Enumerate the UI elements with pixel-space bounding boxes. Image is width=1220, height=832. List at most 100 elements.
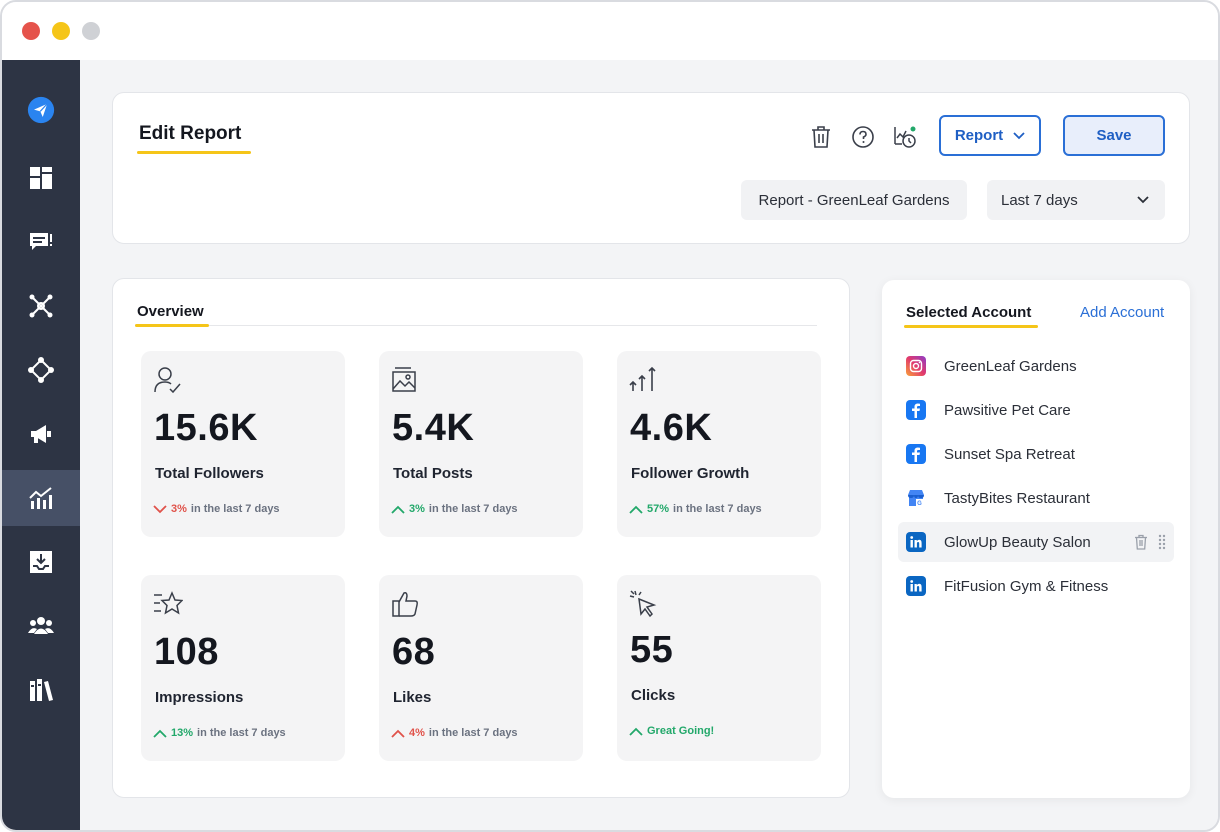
delete-report-button[interactable]: [807, 123, 835, 151]
schedule-chart-icon: [894, 126, 916, 148]
account-name: FitFusion Gym & Fitness: [944, 577, 1109, 595]
date-range-select[interactable]: Last 7 days: [987, 180, 1165, 220]
stat-change-percent: 3%: [409, 503, 425, 515]
stat-label: Follower Growth: [631, 465, 750, 482]
stat-change-percent: 57%: [647, 503, 670, 515]
account-name: TastyBites Restaurant: [944, 489, 1090, 507]
team-icon: [28, 617, 54, 634]
linkedin-icon: [906, 576, 926, 596]
trash-icon: [812, 126, 830, 148]
thumbs-up-icon: [392, 592, 418, 617]
close-window-button[interactable]: [22, 22, 40, 40]
stat-change-suffix: in the last 7 days: [673, 503, 762, 515]
title-bar: [2, 2, 1218, 60]
sidebar-item-network[interactable]: [2, 278, 80, 334]
stat-change: 4% in the last 7 days: [391, 727, 518, 739]
arrow-down-icon: [391, 729, 405, 738]
account-item[interactable]: Pawsitive Pet Care: [898, 390, 1174, 430]
cursor-click-icon: [629, 590, 657, 618]
image-icon: [392, 367, 416, 392]
linkedin-icon: [906, 532, 926, 552]
report-header: Edit Report: [112, 92, 1190, 244]
sidebar: [2, 60, 80, 830]
stat-change-message: Great Going!: [647, 725, 715, 737]
facebook-icon: [906, 444, 926, 464]
stat-card-growth: 4.6K Follower Growth 57% in the last 7 d…: [617, 351, 821, 537]
maximize-window-button[interactable]: [82, 22, 100, 40]
sidebar-item-team[interactable]: [2, 598, 80, 654]
stat-change: Great Going!: [629, 725, 714, 737]
sidebar-item-messages[interactable]: [2, 214, 80, 270]
account-item[interactable]: G TastyBites Restaurant: [898, 478, 1174, 518]
account-item[interactable]: GreenLeaf Gardens: [898, 346, 1174, 386]
stat-change-suffix: in the last 7 days: [428, 503, 518, 515]
account-actions: [1134, 534, 1166, 550]
sidebar-item-campaigns[interactable]: [2, 406, 80, 462]
add-account-link[interactable]: Add Account: [1080, 304, 1165, 321]
title-underline: [137, 151, 251, 154]
workflow-icon: [28, 357, 54, 383]
stat-change-percent: 3%: [171, 503, 187, 515]
download-icon: [30, 551, 52, 573]
stat-card-posts: 5.4K Total Posts 3% in the last 7 days: [379, 351, 583, 537]
trash-icon[interactable]: [1134, 534, 1148, 550]
main-content: Edit Report: [80, 60, 1218, 830]
stat-change-percent: 13%: [171, 727, 194, 739]
instagram-icon: [906, 356, 926, 376]
stat-change-suffix: in the last 7 days: [197, 727, 286, 739]
stat-change-suffix: in the last 7 days: [428, 727, 518, 739]
overview-panel: Overview 15.6K Total Followers 3% in the…: [112, 278, 850, 798]
arrow-up-icon: [629, 505, 643, 514]
account-name: GreenLeaf Gardens: [944, 357, 1077, 375]
arrow-up-icon: [153, 729, 167, 738]
help-icon: [852, 126, 874, 148]
account-item[interactable]: Sunset Spa Retreat: [898, 434, 1174, 474]
stat-value: 68: [392, 631, 436, 673]
sidebar-item-workflow[interactable]: [2, 342, 80, 398]
minimize-window-button[interactable]: [52, 22, 70, 40]
schedule-report-button[interactable]: [891, 123, 919, 151]
sidebar-item-analytics[interactable]: [2, 470, 80, 526]
sidebar-item-library[interactable]: [2, 662, 80, 718]
stat-value: 15.6K: [154, 407, 258, 449]
report-dropdown-button[interactable]: Report: [939, 115, 1041, 156]
arrow-up-icon: [391, 505, 405, 514]
stat-change-suffix: in the last 7 days: [190, 503, 280, 515]
overview-title: Overview: [137, 303, 204, 320]
account-item[interactable]: GlowUp Beauty Salon: [898, 522, 1174, 562]
stat-label: Total Followers: [155, 465, 264, 482]
stat-value: 108: [154, 631, 219, 673]
arrow-down-icon: [153, 504, 167, 513]
library-icon: [30, 679, 53, 701]
stat-label: Impressions: [155, 689, 244, 706]
dashboard-icon: [30, 167, 52, 189]
account-item[interactable]: FitFusion Gym & Fitness: [898, 566, 1174, 606]
account-name: Pawsitive Pet Care: [944, 401, 1071, 419]
chevron-down-icon: [1137, 196, 1149, 204]
stat-change: 57% in the last 7 days: [629, 503, 762, 515]
save-button[interactable]: Save: [1063, 115, 1165, 156]
accounts-title: Selected Account: [906, 304, 1032, 321]
stat-value: 4.6K: [630, 407, 713, 449]
stat-card-clicks: 55 Clicks Great Going!: [617, 575, 821, 761]
drag-handle-icon[interactable]: [1158, 534, 1166, 550]
stat-label: Clicks: [631, 687, 676, 704]
facebook-icon: [906, 400, 926, 420]
selected-accounts-panel: Selected Account Add Account GreenLeaf G…: [882, 280, 1190, 798]
stat-label: Total Posts: [393, 465, 473, 482]
stat-change: 13% in the last 7 days: [153, 727, 286, 739]
send-logo-icon: [27, 96, 55, 124]
stat-label: Likes: [393, 689, 432, 706]
sidebar-item-home[interactable]: [2, 82, 80, 138]
report-name-field[interactable]: Report - GreenLeaf Gardens: [741, 180, 967, 220]
stat-change-percent: 4%: [409, 727, 425, 739]
megaphone-icon: [31, 425, 51, 443]
sidebar-item-downloads[interactable]: [2, 534, 80, 590]
arrow-up-icon: [629, 727, 643, 736]
stat-change: 3% in the last 7 days: [153, 503, 280, 515]
svg-text:G: G: [917, 501, 922, 507]
sidebar-item-dashboard[interactable]: [2, 150, 80, 206]
account-name: Sunset Spa Retreat: [944, 445, 1075, 463]
help-button[interactable]: [849, 123, 877, 151]
